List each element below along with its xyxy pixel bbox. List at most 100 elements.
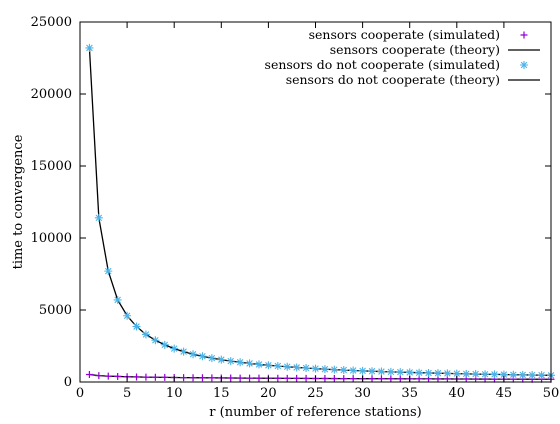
y-axis-label: time to convergence: [11, 134, 26, 269]
data-point: [133, 373, 141, 381]
data-point: [189, 374, 197, 382]
y-tick-label: 10000: [31, 231, 72, 246]
data-point: [302, 374, 310, 382]
data-point: [415, 368, 424, 377]
data-point: [311, 364, 320, 373]
data-point: [170, 344, 179, 353]
data-point: [123, 311, 132, 320]
x-tick-label: 10: [166, 386, 183, 401]
x-tick-label: 15: [213, 386, 230, 401]
data-point: [189, 350, 198, 359]
legend-label: sensors cooperate (theory): [330, 42, 500, 57]
data-point: [443, 369, 452, 378]
data-point: [236, 374, 244, 382]
data-point: [358, 366, 367, 375]
data-point: [236, 358, 245, 367]
data-point: [85, 371, 93, 379]
legend: sensors cooperate (simulated)sensors coo…: [265, 27, 540, 87]
data-point: [142, 373, 150, 381]
data-point: [499, 370, 508, 379]
data-point: [302, 364, 311, 373]
data-point: [405, 368, 414, 377]
data-point: [227, 374, 235, 382]
plot-marks: [85, 43, 555, 383]
data-point: [160, 340, 169, 349]
data-point: [368, 375, 376, 383]
data-point: [293, 374, 301, 382]
data-point: [292, 363, 301, 372]
data-point: [490, 370, 499, 379]
data-point: [349, 366, 358, 375]
x-tick-label: 40: [449, 386, 466, 401]
data-point: [226, 357, 235, 366]
x-tick-label: 0: [76, 386, 84, 401]
axis-ticks: 0 5 10 15 20 25 30 35 40 45 50 0 5000 10000 15000 20000…: [31, 15, 560, 401]
data-point: [320, 365, 329, 374]
data-point: [471, 370, 480, 379]
data-point: [339, 366, 348, 375]
data-point: [340, 375, 348, 383]
data-point: [246, 374, 254, 382]
data-point: [113, 295, 122, 304]
data-point: [349, 375, 357, 383]
legend-key-marker: [520, 31, 528, 39]
data-point: [387, 375, 395, 383]
x-tick-label: 45: [496, 386, 513, 401]
data-point: [95, 372, 103, 380]
data-point: [433, 369, 442, 378]
data-point: [274, 374, 282, 382]
data-point: [396, 368, 405, 377]
data-point: [368, 367, 377, 376]
data-point: [245, 359, 254, 368]
x-axis-label: r (number of reference stations): [209, 405, 421, 420]
data-point: [104, 267, 113, 276]
data-point: [424, 368, 433, 377]
data-point: [452, 369, 461, 378]
y-tick-label: 0: [64, 375, 72, 390]
data-point: [151, 373, 159, 381]
data-point: [132, 322, 141, 331]
data-point: [481, 370, 490, 379]
y-tick-label: 25000: [31, 15, 72, 30]
data-point: [518, 370, 527, 379]
y-tick-label: 20000: [31, 87, 72, 102]
data-point: [208, 374, 216, 382]
x-tick-label: 35: [401, 386, 418, 401]
y-tick-label: 15000: [31, 159, 72, 174]
data-point: [273, 362, 282, 371]
data-point: [161, 373, 169, 381]
data-point: [509, 370, 518, 379]
series-line-3: [88, 47, 552, 376]
data-point: [462, 369, 471, 378]
legend-key-marker: [520, 61, 528, 69]
x-tick-label: 5: [123, 386, 131, 401]
data-point: [198, 374, 206, 382]
data-point: [198, 352, 207, 361]
legend-label: sensors cooperate (simulated): [309, 27, 500, 42]
data-point: [180, 374, 188, 382]
data-point: [264, 361, 273, 370]
x-tick-label: 25: [307, 386, 324, 401]
data-point: [254, 360, 263, 369]
data-point: [141, 330, 150, 339]
x-tick-label: 20: [260, 386, 277, 401]
y-tick-label: 5000: [39, 303, 72, 318]
data-point: [104, 372, 112, 380]
x-tick-label: 50: [543, 386, 560, 401]
data-point: [330, 365, 339, 374]
data-point: [94, 213, 103, 222]
data-point: [396, 375, 404, 383]
data-point: [283, 374, 291, 382]
legend-label: sensors do not cooperate (theory): [286, 72, 500, 87]
data-point: [207, 354, 216, 363]
data-point: [151, 336, 160, 345]
data-point: [537, 371, 546, 380]
data-point: [321, 375, 329, 383]
data-point: [179, 347, 188, 356]
data-point: [377, 367, 386, 376]
data-point: [377, 375, 385, 383]
data-point: [330, 375, 338, 383]
data-point: [217, 355, 226, 364]
data-point: [283, 362, 292, 371]
